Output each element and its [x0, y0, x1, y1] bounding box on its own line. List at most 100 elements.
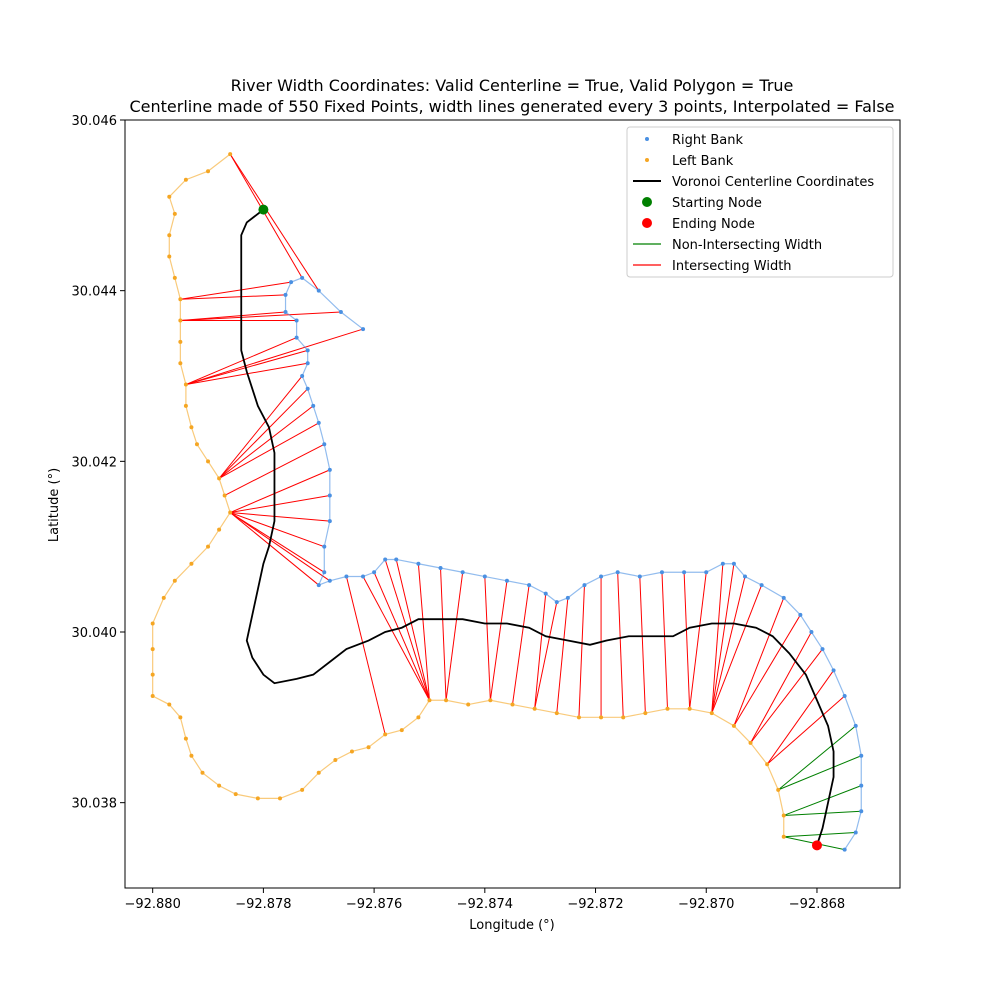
- left-bank-point: [217, 783, 222, 788]
- left-bank-point: [687, 706, 692, 711]
- right-bank-point: [554, 600, 559, 605]
- left-bank-point: [194, 442, 199, 447]
- intersecting-width-line: [766, 670, 834, 765]
- non-intersecting-width-line: [783, 785, 862, 816]
- non-intersecting-width-line: [778, 755, 862, 791]
- left-bank-point: [206, 459, 211, 464]
- left-bank-point: [217, 476, 222, 481]
- right-bank-point: [859, 753, 864, 758]
- intersecting-width-line: [711, 584, 763, 714]
- legend-swatch: [645, 137, 649, 141]
- left-bank-point: [466, 702, 471, 707]
- right-bank-point: [853, 830, 858, 835]
- right-bank-point: [305, 386, 310, 391]
- intersecting-width-line: [230, 512, 325, 548]
- right-bank-point: [859, 809, 864, 814]
- left-bank-point: [167, 254, 172, 259]
- left-bank-point: [206, 544, 211, 549]
- left-bank-point: [172, 211, 177, 216]
- right-bank-point: [809, 630, 814, 634]
- left-bank-point: [167, 702, 172, 707]
- nodes-group: [258, 204, 822, 851]
- x-tick-label: −92.880: [124, 897, 180, 912]
- legend-label: Starting Node: [672, 196, 762, 211]
- intersecting-width-line: [345, 576, 386, 735]
- right-bank-point: [361, 327, 366, 332]
- right-bank-point: [383, 557, 388, 562]
- ending-node: [811, 840, 822, 851]
- right-bank-point: [283, 292, 288, 297]
- right-bank-point: [283, 310, 288, 314]
- intersecting-width-line: [617, 572, 624, 718]
- right-bank-point: [322, 442, 327, 447]
- intersecting-width-line: [229, 153, 303, 279]
- left-bank-point: [200, 770, 205, 775]
- left-bank-point: [748, 740, 753, 745]
- left-bank-point: [172, 578, 177, 583]
- left-bank-point: [599, 715, 604, 720]
- intersecting-width-line: [384, 559, 430, 701]
- left-bank-point: [576, 715, 581, 720]
- y-axis-ticks: 30.038 30.040 30.042 30.044 30.046: [72, 114, 125, 812]
- left-bank-point: [510, 702, 515, 707]
- left-bank-point: [416, 715, 421, 720]
- intersecting-width-line: [180, 311, 341, 322]
- left-bank-point: [150, 694, 155, 698]
- right-bank-point: [327, 519, 332, 524]
- intersecting-width-line: [218, 422, 319, 479]
- right-bank-point: [316, 288, 321, 293]
- x-tick-label: −92.876: [346, 897, 402, 912]
- legend-swatch: [645, 158, 649, 162]
- right-bank-point: [372, 570, 377, 575]
- left-bank-point: [189, 425, 194, 430]
- legend: Right Bank Left Bank Voronoi Centerline Co…: [626, 126, 894, 278]
- width-lines-group: [180, 153, 862, 851]
- legend-label: Ending Node: [672, 217, 755, 232]
- x-axis-ticks: −92.880 −92.878 −92.876 −92.874 −92.872 −92.8…: [124, 888, 845, 912]
- bank-points-group: [150, 152, 864, 852]
- right-bank-point: [294, 318, 299, 323]
- right-bank-point: [338, 310, 343, 314]
- left-bank-point: [278, 796, 282, 801]
- left-bank-point: [399, 728, 404, 733]
- intersecting-width-line: [750, 648, 823, 744]
- intersecting-width-line: [362, 576, 430, 701]
- legend-label: Intersecting Width: [672, 259, 792, 274]
- y-tick-label: 30.042: [72, 455, 118, 470]
- legend-swatch: [642, 197, 652, 207]
- right-bank-point: [759, 583, 764, 588]
- y-tick-label: 30.044: [72, 285, 118, 300]
- right-bank-point: [305, 361, 310, 366]
- left-bank-point: [178, 361, 183, 366]
- right-bank-point: [704, 570, 709, 575]
- legend-label: Right Bank: [672, 133, 743, 148]
- left-bank-point: [183, 382, 188, 387]
- legend-swatch: [642, 218, 652, 228]
- right-bank-point: [322, 570, 327, 575]
- left-bank-point: [172, 275, 177, 280]
- right-bank-point: [659, 570, 664, 575]
- left-bank-point: [300, 787, 305, 792]
- chart-title-line-2: Centerline made of 550 Fixed Points, wid…: [129, 97, 894, 116]
- right-bank-point: [416, 561, 421, 566]
- left-bank-point: [178, 318, 183, 323]
- intersecting-width-line: [440, 567, 447, 701]
- left-bank-point: [781, 834, 786, 839]
- intersecting-width-line: [395, 559, 430, 701]
- left-bank-point: [150, 621, 155, 626]
- intersecting-width-line: [229, 512, 325, 573]
- x-tick-label: −92.872: [567, 897, 623, 912]
- left-bank-point: [183, 736, 188, 741]
- right-bank-point: [305, 348, 310, 353]
- right-bank-point: [820, 647, 825, 652]
- left-bank-point: [781, 813, 786, 818]
- left-bank-point: [206, 169, 211, 174]
- intersecting-width-line: [711, 576, 746, 714]
- left-bank-point: [731, 723, 736, 728]
- intersecting-width-line: [229, 512, 320, 586]
- right-bank-point: [859, 783, 864, 788]
- right-bank-point: [311, 403, 316, 408]
- left-bank-point: [488, 698, 493, 703]
- right-bank-point: [327, 493, 332, 498]
